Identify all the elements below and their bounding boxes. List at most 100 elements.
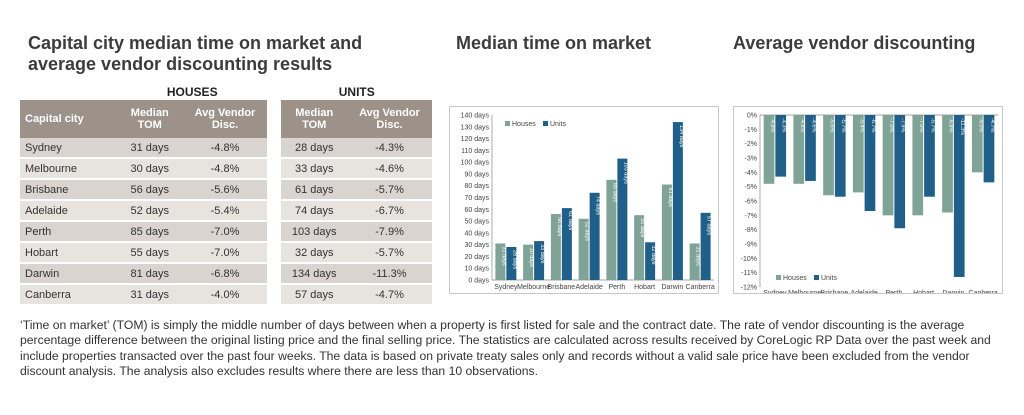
y-tick-label: -5% (745, 184, 757, 191)
y-tick-label: 20 days (464, 254, 489, 261)
row-city: Perth (20, 221, 117, 243)
discount-chart-svg: 0% -1% -2% -3% -4% -5% -6% -7% -8% -9% -10% -11% -12… (741, 113, 998, 293)
legend-swatch-houses (776, 275, 781, 280)
legend-label-houses: Houses (512, 121, 536, 128)
row-houses-tom: 85 days (117, 221, 183, 243)
bar-units (589, 192, 600, 280)
bar-houses (634, 215, 645, 280)
bar-value-label: -7.9% (900, 118, 906, 132)
row-units-tom: 57 days (281, 284, 347, 306)
table-row: Sydney 31 days -4.8% 28 days -4.3% (20, 138, 432, 159)
row-houses-disc: -5.6% (182, 179, 268, 201)
row-houses-disc: -4.8% (182, 138, 268, 159)
y-tick-label: -10% (741, 256, 757, 263)
bar-houses (495, 243, 506, 280)
row-city: Sydney (20, 138, 117, 159)
bar-houses (550, 214, 561, 280)
row-houses-tom: 56 days (117, 179, 183, 201)
x-category-label: Perth (886, 290, 903, 293)
row-units-disc: -4.7% (346, 284, 432, 306)
bar-houses (763, 115, 775, 184)
row-city: Hobart (20, 242, 117, 264)
x-category-label: Adelaide (576, 284, 603, 291)
table-body: Sydney 31 days -4.8% 28 days -4.3% Melbourne 3… (20, 138, 432, 306)
bar-value-label: 56 days (556, 217, 562, 237)
row-houses-tom: 30 days (117, 158, 183, 180)
row-city: Brisbane (20, 179, 117, 201)
row-houses-tom: 52 days (117, 200, 183, 222)
bar-value-label: 103 days (622, 162, 628, 185)
bar-value-label: 30 days (528, 248, 534, 268)
bar-houses (578, 218, 589, 280)
column-header-row: Capital city Median TOM Avg Vendor Disc.… (20, 100, 432, 138)
bar-houses (793, 115, 805, 184)
bar-units (700, 212, 711, 280)
row-units-disc: -4.3% (346, 138, 432, 159)
bar-units (924, 115, 935, 197)
x-category-label: Sydney (494, 284, 518, 291)
y-tick-label: -3% (745, 156, 757, 163)
row-houses-disc: -6.8% (182, 263, 268, 285)
bar-units (617, 158, 628, 280)
bar-units (805, 115, 816, 181)
table-row: Brisbane 56 days -5.6% 61 days -5.7% (20, 179, 432, 201)
row-city: Darwin (20, 263, 117, 285)
bar-value-label: -7.0% (918, 118, 924, 132)
bar-value-label: 28 days (511, 250, 517, 270)
x-category-label: Canberra (969, 290, 998, 293)
table-title: Capital city median time on market and a… (28, 33, 363, 74)
units-group-header: UNITS (281, 84, 432, 100)
y-tick-label: 80 days (464, 183, 489, 190)
y-tick-label: -2% (745, 141, 757, 148)
bar-units (775, 115, 787, 177)
x-category-label: Darwin (942, 290, 964, 293)
bar-value-label: -5.4% (858, 118, 864, 132)
col-header-units-tom: Median TOM (281, 100, 347, 138)
bar-units (534, 241, 545, 280)
y-tick-label: -8% (745, 227, 757, 234)
y-tick-label: -4% (745, 170, 757, 177)
row-units-tom: 32 days (281, 242, 347, 264)
bar-units (834, 115, 846, 197)
y-tick-label: -11% (741, 270, 757, 277)
row-houses-tom: 55 days (117, 242, 183, 264)
y-tick-label: -9% (745, 242, 757, 249)
y-tick-label: 90 days (464, 171, 489, 178)
y-tick-label: 120 days (461, 136, 490, 143)
x-category-label: Brisbane (548, 284, 576, 291)
bar-value-label: 61 days (567, 211, 573, 231)
row-units-tom: 61 days (281, 179, 347, 201)
row-units-tom: 103 days (281, 221, 347, 243)
x-category-label: Perth (609, 284, 626, 291)
bar-value-label: -4.3% (781, 118, 787, 132)
y-tick-label: 100 days (461, 160, 490, 167)
discount-chart-title: Average vendor discounting (733, 33, 976, 53)
legend-swatch-units (814, 275, 819, 280)
x-category-label: Canberra (686, 284, 715, 291)
bar-units (983, 115, 995, 183)
bar-value-label: 85 days (611, 183, 617, 203)
row-city: Adelaide (20, 200, 117, 222)
row-houses-disc: -5.4% (182, 200, 268, 222)
x-category-label: Sydney (763, 290, 787, 293)
y-tick-label: 40 days (464, 230, 489, 237)
row-houses-tom: 31 days (117, 284, 183, 306)
bar-units (672, 122, 683, 280)
row-units-disc: -4.6% (346, 158, 432, 180)
bar-units (561, 208, 572, 280)
bar-units (953, 115, 965, 277)
bar-units (894, 115, 906, 229)
table-row: Canberra 31 days -4.0% 57 days -4.7% (20, 284, 432, 306)
bar-value-label: -5.6% (829, 118, 835, 132)
row-units-tom: 74 days (281, 200, 347, 222)
bar-houses (852, 115, 864, 193)
x-category-label: Hobart (634, 284, 655, 291)
legend-label-houses: Houses (783, 275, 807, 282)
y-tick-label: -12% (741, 285, 757, 292)
methodology-note: ‘Time on market’ (TOM) is simply the mid… (20, 318, 991, 379)
bar-value-label: 74 days (595, 196, 601, 216)
legend-swatch-units (543, 121, 548, 126)
bar-value-label: -5.7% (840, 118, 846, 132)
x-category-label: Brisbane (821, 290, 849, 293)
col-header-houses-disc: Avg Vendor Disc. (182, 100, 268, 138)
